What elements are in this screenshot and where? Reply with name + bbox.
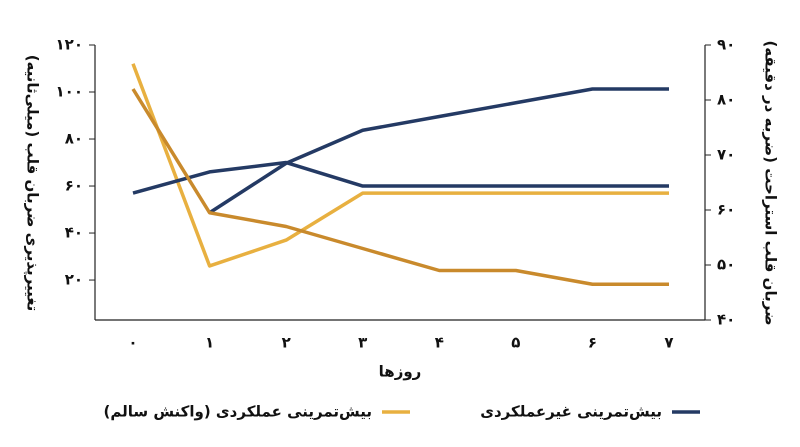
y2-tick-label: ۸۰ — [717, 91, 735, 109]
series-line — [131, 63, 669, 268]
x-axis-title: روزها — [379, 363, 422, 381]
y-tick-label: ۴۰ — [65, 224, 83, 242]
y2-tick-label: ۷۰ — [717, 146, 735, 164]
y2-tick-label: ۶۰ — [717, 201, 735, 219]
series-line — [131, 88, 669, 286]
y2-tick-label: ۵۰ — [717, 256, 735, 274]
x-tick-label: ۲ — [282, 334, 291, 352]
x-tick-label: ۵ — [511, 334, 520, 352]
series-line — [132, 160, 669, 195]
y2-tick-label: ۴۰ — [717, 311, 735, 329]
y-axis-title: تغییرپذیری ضربان قلب (میلی‌ثانیه) — [23, 55, 42, 312]
x-tick-label: ۱ — [205, 334, 214, 352]
x-tick-label: ۶ — [588, 334, 597, 352]
y-tick-label: ۲۰ — [65, 271, 83, 289]
legend-label: بیش‌تمرینی غیرعملکردی — [480, 403, 662, 421]
y-tick-label: ۱۲۰ — [56, 36, 83, 54]
y-tick-label: ۱۰۰ — [56, 83, 83, 101]
y-tick-label: ۶۰ — [65, 177, 83, 195]
y2-axis-title: ضربان قلب استراحت (ضربه در دقیقه) — [762, 40, 780, 325]
x-tick-label: ۷ — [664, 334, 673, 352]
y2-tick-label: ۹۰ — [717, 36, 735, 54]
x-tick-label: ۴ — [435, 334, 444, 352]
y-tick-label: ۸۰ — [65, 130, 83, 148]
legend-label: بیش‌تمرینی عملکردی (واکنش سالم) — [103, 403, 372, 421]
x-tick-label: ۰ — [128, 334, 137, 352]
x-tick-label: ۳ — [358, 334, 367, 352]
